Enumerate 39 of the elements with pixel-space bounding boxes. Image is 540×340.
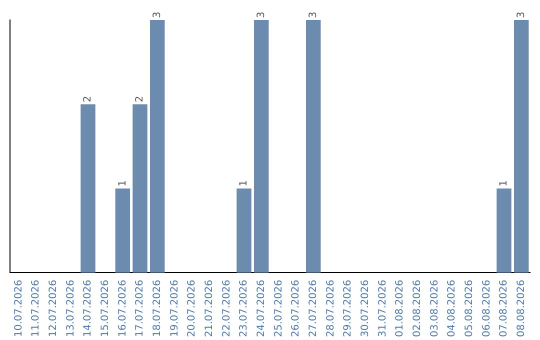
x-tick-label: 12.07.2026 [48, 280, 59, 338]
x-tick-label: 06.08.2026 [481, 280, 492, 338]
x-tick-label: 29.07.2026 [342, 280, 354, 338]
x-tick-label: 25.07.2026 [273, 280, 284, 338]
x-tick-label: 17.07.2026 [134, 280, 146, 338]
x-tick-label: 23.07.2026 [238, 280, 250, 338]
data-label: 1 [498, 180, 510, 186]
x-tick-label: 18.07.2026 [152, 280, 163, 338]
x-tick-label: 27.07.2026 [308, 280, 319, 338]
x-tick-label: 24.07.2026 [256, 280, 267, 338]
x-tick-label: 03.08.2026 [429, 280, 440, 338]
data-label: 3 [308, 12, 319, 18]
data-label: 3 [152, 12, 163, 18]
data-label: 1 [238, 180, 250, 186]
data-label: 3 [256, 12, 267, 18]
x-tick-label: 11.07.2026 [30, 280, 42, 338]
x-tick-label: 31.07.2026 [377, 280, 388, 338]
x-tick-label: 22.07.2026 [221, 280, 232, 338]
data-label: 2 [82, 96, 94, 102]
x-tick-label: 05.08.2026 [464, 280, 475, 338]
x-tick-label: 30.07.2026 [360, 280, 371, 338]
x-tick-label: 26.07.2026 [290, 280, 302, 338]
x-tick-label: 21.07.2026 [204, 280, 215, 338]
x-tick-label: 07.08.2026 [498, 280, 510, 338]
x-tick-label: 14.07.2026 [82, 280, 94, 338]
x-tick-label: 28.07.2026 [325, 280, 336, 338]
x-tick-label: 10.07.2026 [13, 280, 24, 338]
x-tick-label: 13.07.2026 [65, 280, 76, 338]
data-label: 2 [134, 96, 146, 102]
x-tick-label: 16.07.2026 [117, 280, 128, 338]
x-tick-label: 15.07.2026 [100, 280, 111, 338]
x-tick-label: 19.07.2026 [169, 280, 180, 338]
x-tick-label: 08.08.2026 [516, 280, 527, 338]
data-label: 1 [117, 180, 128, 186]
x-tick-label: 02.08.2026 [412, 280, 423, 338]
x-tick-label: 20.07.2026 [186, 280, 198, 338]
x-tick-label: 04.08.2026 [446, 280, 458, 338]
data-label: 3 [516, 12, 527, 18]
x-tick-label: 01.08.2026 [394, 280, 406, 338]
